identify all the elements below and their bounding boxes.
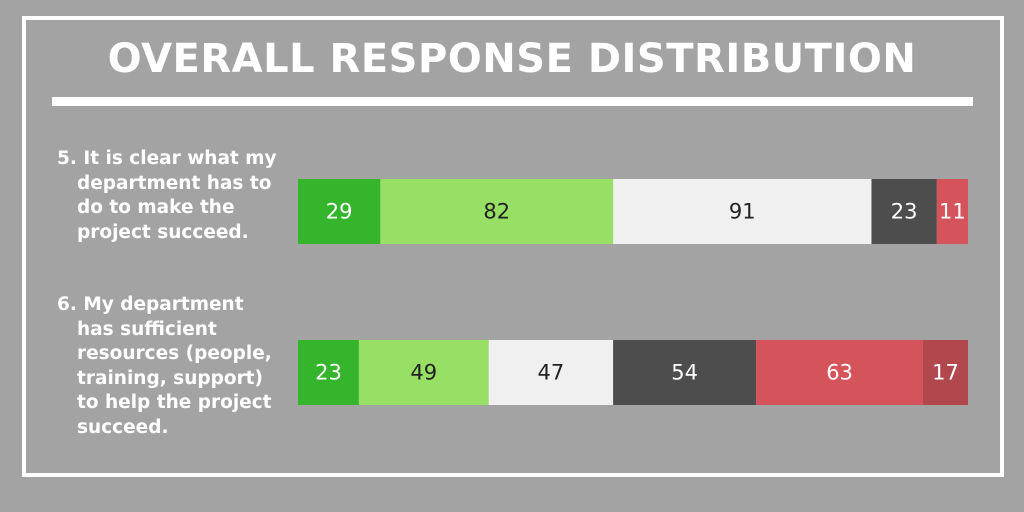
value-label: 23 — [315, 361, 342, 385]
value-label: 17 — [932, 361, 959, 385]
bar-segment — [613, 179, 872, 244]
value-label: 23 — [891, 200, 918, 224]
bar-segment — [613, 340, 757, 405]
value-label: 54 — [671, 361, 698, 385]
bar-segment — [936, 179, 968, 244]
bar-segment — [922, 340, 968, 405]
question-label: 6. My department has sufficient resource… — [57, 294, 272, 438]
bar-segment — [488, 340, 614, 405]
bar-segment — [298, 340, 359, 405]
value-label: 11 — [939, 200, 966, 224]
value-label: 49 — [410, 361, 437, 385]
title-rule — [52, 97, 973, 106]
bar-segment — [871, 179, 937, 244]
bar-segment — [756, 340, 923, 405]
value-label: 29 — [326, 200, 353, 224]
value-label: 47 — [538, 361, 565, 385]
bar-segment — [358, 340, 489, 405]
value-label: 91 — [729, 200, 756, 224]
bar-segment — [380, 179, 614, 244]
bar-segment — [298, 179, 381, 244]
question-label: 5. It is clear what my department has to… — [57, 148, 277, 243]
chart-title: OVERALL RESPONSE DISTRIBUTION — [107, 36, 917, 82]
frame — [22, 16, 1004, 477]
value-label: 63 — [826, 361, 853, 385]
value-label: 82 — [483, 200, 510, 224]
